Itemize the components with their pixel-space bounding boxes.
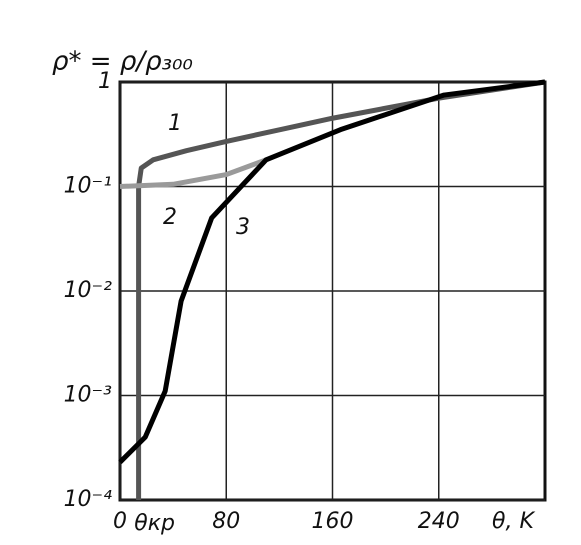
curve: [118, 79, 546, 464]
y-axis-title: ρ* = ρ/ρ₃₀₀: [52, 47, 193, 77]
y-tick-label: 10⁻²: [64, 278, 113, 303]
curve-label: 2: [163, 205, 177, 230]
x-tick-label: 160: [312, 509, 354, 534]
y-tick-label: 1: [98, 69, 112, 94]
x-tick-label: 240: [418, 509, 460, 534]
curve: [119, 157, 267, 189]
y-tick-label: 10⁻³: [64, 383, 113, 408]
y-tick-label: 10⁻¹: [64, 174, 112, 199]
x-axis-title: θ, K: [492, 509, 535, 534]
curve-label: 3: [236, 215, 250, 240]
y-tick-label: 10⁻⁴: [64, 487, 113, 512]
curve: [136, 79, 546, 500]
x-tick-label: 0: [113, 509, 127, 534]
curve-label: 1: [168, 111, 182, 136]
critical-temperature-label: θкр: [134, 511, 175, 536]
x-tick-label: 80: [212, 509, 240, 534]
